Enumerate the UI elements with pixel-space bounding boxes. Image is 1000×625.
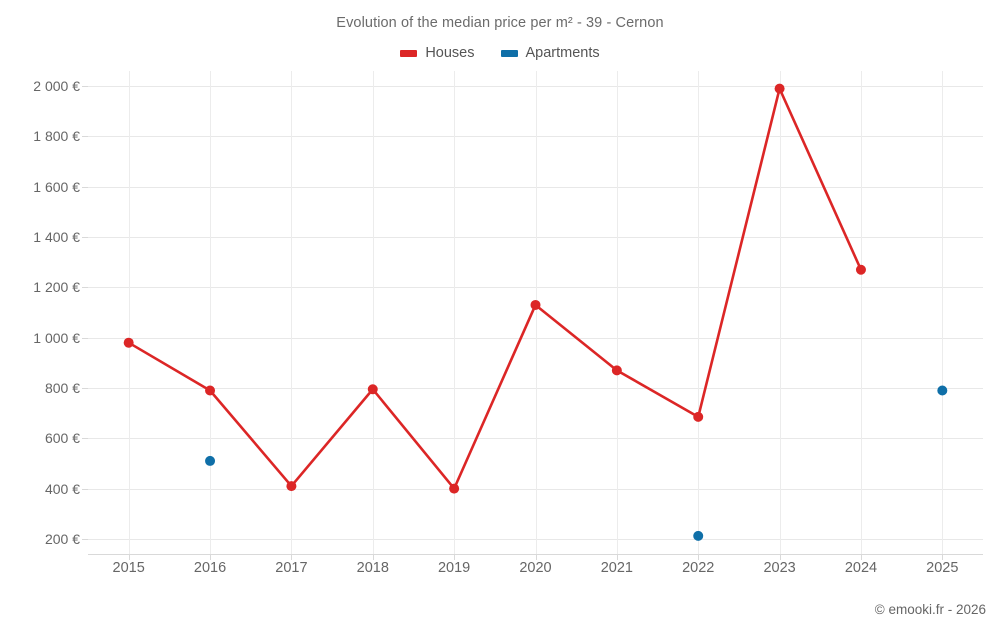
y-axis-tick-label: 2 000 € xyxy=(33,78,80,95)
y-axis-labels: 200 € 400 € 600 € 800 € 1 000 € 1 200 € 1 400 … xyxy=(8,71,80,554)
x-axis-tick xyxy=(535,554,537,560)
x-axis-tick xyxy=(210,554,212,560)
x-axis-tick xyxy=(616,554,618,560)
x-axis-tick-label: 2021 xyxy=(600,560,633,576)
y-axis-tick xyxy=(82,86,88,88)
y-axis-tick xyxy=(82,287,88,289)
x-axis-tick xyxy=(860,554,862,560)
chart-legend: Houses Apartments xyxy=(0,45,1000,61)
data-point-houses-2018[interactable] xyxy=(367,384,378,395)
y-axis-tick-label: 1 600 € xyxy=(33,178,80,195)
x-axis-tick xyxy=(779,554,781,560)
data-point-houses-2024[interactable] xyxy=(855,264,866,275)
x-axis-tick-label: 2020 xyxy=(519,560,552,576)
x-axis-tick xyxy=(372,554,374,560)
gridline xyxy=(128,71,130,554)
y-axis-tick xyxy=(82,337,88,339)
y-axis-tick-label: 600 € xyxy=(44,430,80,447)
y-axis-tick-label: 200 € xyxy=(44,530,80,547)
data-point-houses-2016[interactable] xyxy=(205,385,216,396)
x-axis-labels: 2015 2016 2017 2018 2019 2020 2021 2022 2023 2024… xyxy=(88,560,983,584)
data-point-houses-2017[interactable] xyxy=(286,481,297,492)
x-axis-tick-label: 2018 xyxy=(356,560,389,576)
y-axis-tick xyxy=(82,488,88,490)
legend-label-houses: Houses xyxy=(425,45,475,61)
footer-attribution: © emooki.fr - 2026 xyxy=(874,602,986,617)
gridline xyxy=(535,71,537,554)
data-point-houses-2021[interactable] xyxy=(611,365,622,376)
y-axis-tick xyxy=(82,237,88,239)
data-point-houses-2023[interactable] xyxy=(774,83,785,94)
y-axis-tick-label: 400 € xyxy=(44,480,80,497)
x-axis-tick-label: 2019 xyxy=(437,560,471,576)
legend-swatch-apartments xyxy=(500,49,518,57)
gridline xyxy=(454,71,456,554)
x-axis-tick-label: 2016 xyxy=(193,560,227,576)
data-point-apartments-2025[interactable] xyxy=(937,385,948,396)
legend-swatch-houses xyxy=(400,49,418,57)
gridline xyxy=(698,71,700,554)
x-axis-tick xyxy=(291,554,293,560)
gridline xyxy=(291,71,293,554)
series-line-houses xyxy=(127,87,863,490)
x-axis-tick xyxy=(942,554,944,560)
y-axis-tick-label: 800 € xyxy=(44,379,80,396)
x-axis-tick-label: 2015 xyxy=(112,560,145,576)
data-point-houses-2022[interactable] xyxy=(693,411,704,422)
gridline xyxy=(616,71,618,554)
y-axis-tick-label: 1 800 € xyxy=(33,128,80,145)
gridline xyxy=(779,71,781,554)
x-axis-tick-label: 2017 xyxy=(275,560,308,576)
gridline xyxy=(210,71,212,554)
y-axis-tick xyxy=(82,438,88,440)
legend-item-houses[interactable]: Houses xyxy=(400,45,475,61)
gridline xyxy=(860,71,862,554)
gridline xyxy=(942,71,944,554)
x-axis-tick-label: 2022 xyxy=(682,560,715,576)
y-axis-tick xyxy=(82,387,88,389)
x-axis-tick-label: 2023 xyxy=(763,560,796,576)
y-axis-tick xyxy=(82,538,88,540)
data-point-houses-2020[interactable] xyxy=(530,299,541,310)
x-axis-tick xyxy=(698,554,700,560)
data-point-apartments-2022[interactable] xyxy=(693,530,704,541)
y-axis-tick-label: 1 400 € xyxy=(33,229,80,246)
x-axis-tick xyxy=(454,554,456,560)
chart-title: Evolution of the median price per m² - 3… xyxy=(336,15,664,31)
plot-area xyxy=(88,71,983,554)
y-axis-tick xyxy=(82,136,88,138)
y-axis-tick xyxy=(82,186,88,188)
data-point-houses-2019[interactable] xyxy=(449,483,460,494)
y-axis-tick-label: 1 000 € xyxy=(33,329,80,346)
legend-label-apartments: Apartments xyxy=(525,45,600,61)
x-axis-tick-label: 2025 xyxy=(926,560,959,576)
data-point-houses-2015[interactable] xyxy=(123,337,134,348)
gridline xyxy=(372,71,374,554)
y-axis-tick-label: 1 200 € xyxy=(33,279,80,296)
x-axis-tick-label: 2024 xyxy=(844,560,878,576)
data-series-layer xyxy=(123,83,948,541)
x-axis-tick xyxy=(128,554,130,560)
data-point-apartments-2016[interactable] xyxy=(205,455,216,466)
legend-item-apartments[interactable]: Apartments xyxy=(500,45,600,61)
